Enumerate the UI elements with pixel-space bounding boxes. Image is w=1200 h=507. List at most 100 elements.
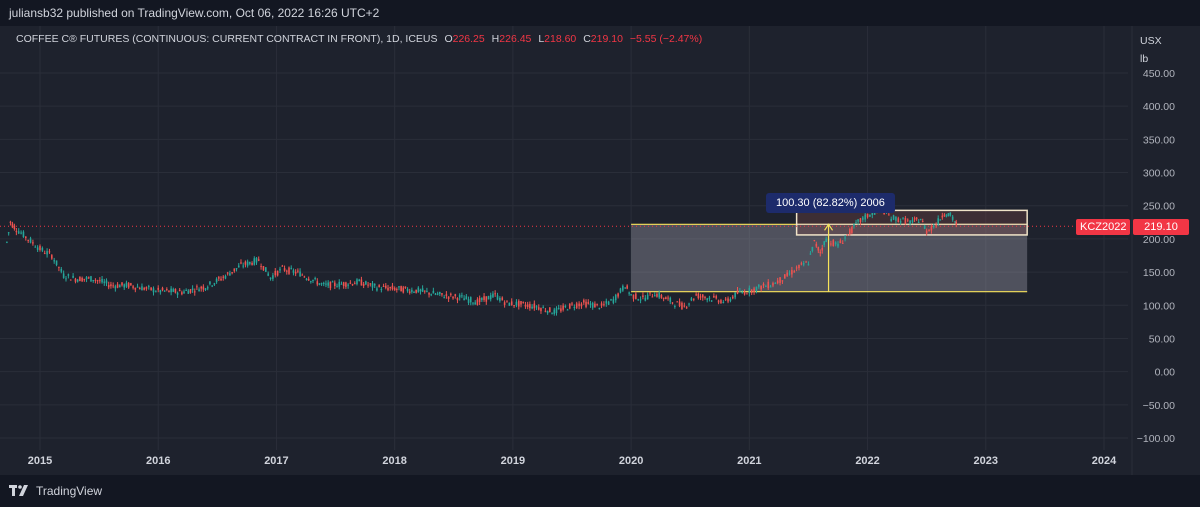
candle-body: [851, 227, 853, 233]
candle-body: [649, 292, 651, 294]
candle-body: [58, 266, 60, 268]
candle-body: [316, 281, 319, 285]
candle-body: [639, 299, 642, 301]
candle-body: [213, 283, 216, 285]
candle-body: [671, 302, 674, 304]
candle-body: [404, 286, 407, 288]
candle-body: [9, 221, 12, 223]
candle-body: [560, 308, 562, 312]
currency-unit[interactable]: USX lb: [1140, 32, 1162, 68]
candle-body: [930, 226, 933, 231]
candle-body: [951, 216, 954, 220]
candle-body: [378, 285, 380, 288]
candle-body: [65, 278, 67, 280]
candle-body: [483, 296, 485, 300]
candle-body: [391, 285, 394, 290]
candle-body: [487, 296, 490, 300]
candle-body: [6, 241, 8, 243]
candle-body: [551, 313, 553, 315]
candle-body: [841, 242, 844, 244]
candle-body: [676, 301, 679, 303]
candle-body: [314, 278, 316, 280]
candle-body: [862, 217, 864, 220]
candle-body: [578, 303, 580, 307]
candle-body: [472, 302, 474, 304]
candle-body: [299, 271, 301, 277]
candle-body: [380, 289, 383, 291]
candle-body: [305, 278, 308, 280]
candle-body: [224, 275, 227, 279]
candle-body: [141, 286, 143, 291]
price-chart[interactable]: 450.00 400.00 350.00 300.00 250.00 200.00 150.…: [0, 26, 1200, 475]
candle-body: [724, 298, 727, 300]
candle-body: [911, 219, 914, 223]
candle-body: [549, 307, 551, 313]
candle-body: [939, 219, 942, 221]
candle-body: [695, 294, 697, 296]
brand-name: TradingView: [36, 484, 103, 498]
chart-area[interactable]: 450.00 400.00 350.00 300.00 250.00 200.00 150.…: [0, 26, 1200, 475]
candle-body: [292, 270, 295, 273]
candle-body: [159, 290, 162, 293]
candle-body: [69, 279, 72, 281]
candle-body: [949, 212, 952, 216]
candle-body: [358, 279, 360, 282]
candle-body: [312, 279, 314, 282]
candle-body: [888, 214, 890, 216]
candle-body: [145, 287, 148, 289]
candle-body: [434, 293, 437, 295]
candle-body: [62, 273, 65, 278]
candle-body: [147, 286, 150, 288]
x-tick-label: 2021: [737, 455, 761, 467]
candle-body: [463, 298, 465, 301]
candle-body: [617, 293, 619, 297]
candle-body: [376, 288, 378, 291]
candle-body: [800, 263, 803, 265]
candle-body: [589, 303, 592, 305]
candle-body: [685, 307, 688, 309]
candle-body: [231, 272, 233, 274]
candle-body: [74, 278, 77, 282]
candle-body: [101, 278, 103, 283]
candle-body: [249, 261, 251, 264]
candle-body: [191, 288, 194, 291]
measure-arrow-head: [824, 223, 834, 231]
candle-body: [857, 219, 859, 222]
candle-body: [81, 277, 83, 282]
published-by-text: juliansb32 published on TradingView.com,…: [9, 6, 380, 20]
candle-body: [393, 287, 396, 291]
candle-body: [226, 272, 229, 274]
candle-body: [591, 302, 594, 308]
symbol-title: COFFEE C® FUTURES (CONTINUOUS: CURRENT C…: [16, 33, 438, 45]
candle-body: [34, 246, 37, 248]
candle-body: [112, 285, 114, 287]
candle-body: [265, 267, 267, 272]
candle-body: [859, 218, 862, 223]
candle-body: [325, 283, 327, 285]
y-tick-label: −50.00: [1143, 400, 1176, 412]
candle-body: [152, 288, 155, 293]
candle-body: [329, 281, 332, 289]
candle-body: [478, 297, 481, 303]
unit-label: lb: [1140, 53, 1149, 65]
candle-body: [522, 301, 525, 303]
candle-body: [13, 225, 16, 230]
candle-body: [123, 284, 126, 288]
candle-body: [469, 297, 472, 303]
candle-body: [53, 260, 55, 262]
tradingview-logo[interactable]: TradingView: [9, 484, 102, 498]
low-value: 218.60: [544, 33, 577, 45]
candle-body: [452, 296, 454, 299]
candle-body: [720, 300, 722, 304]
candle-body: [367, 284, 369, 286]
candle-body: [255, 257, 258, 263]
candle-body: [134, 287, 137, 290]
candle-body: [610, 299, 612, 301]
candle-body: [7, 232, 10, 234]
high-value: 226.45: [499, 33, 532, 45]
candle-body: [143, 288, 145, 290]
candle-body: [267, 273, 269, 276]
candle-body: [461, 295, 463, 297]
candle-body: [667, 297, 669, 299]
candle-body: [557, 308, 560, 310]
